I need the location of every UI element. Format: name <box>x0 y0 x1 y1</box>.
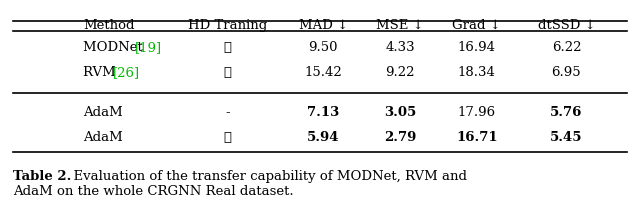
Text: dtSSD ↓: dtSSD ↓ <box>538 19 595 32</box>
Text: MODNet: MODNet <box>83 41 147 54</box>
Text: [19]: [19] <box>135 41 162 54</box>
Text: 4.33: 4.33 <box>385 41 415 54</box>
Text: Table 2.: Table 2. <box>13 170 71 183</box>
Text: 18.34: 18.34 <box>458 66 496 79</box>
Text: Method: Method <box>83 19 134 32</box>
Text: 5.76: 5.76 <box>550 106 582 119</box>
Text: [26]: [26] <box>113 66 140 79</box>
Text: 6.22: 6.22 <box>552 41 581 54</box>
Text: ✓: ✓ <box>223 66 231 79</box>
Text: ✓: ✓ <box>223 41 231 54</box>
Text: -: - <box>225 106 230 119</box>
Text: RVM: RVM <box>83 66 120 79</box>
Text: 9.22: 9.22 <box>385 66 415 79</box>
Text: AdaM: AdaM <box>83 131 123 144</box>
Text: Evaluation of the transfer capability of MODNet, RVM and: Evaluation of the transfer capability of… <box>65 170 467 183</box>
Text: 15.42: 15.42 <box>305 66 342 79</box>
Text: 9.50: 9.50 <box>308 41 338 54</box>
Text: HD Traning: HD Traning <box>188 19 267 32</box>
Text: 6.95: 6.95 <box>552 66 581 79</box>
Text: 3.05: 3.05 <box>384 106 416 119</box>
Text: 2.79: 2.79 <box>384 131 416 144</box>
Text: ✓: ✓ <box>223 131 231 144</box>
Text: Grad ↓: Grad ↓ <box>452 19 501 32</box>
Text: 16.94: 16.94 <box>458 41 496 54</box>
Text: 5.45: 5.45 <box>550 131 582 144</box>
Text: 5.94: 5.94 <box>307 131 339 144</box>
Text: AdaM on the whole CRGNN Real dataset.: AdaM on the whole CRGNN Real dataset. <box>13 184 293 198</box>
Text: MSE ↓: MSE ↓ <box>376 19 424 32</box>
Text: 7.13: 7.13 <box>307 106 339 119</box>
Text: AdaM: AdaM <box>83 106 123 119</box>
Text: 16.71: 16.71 <box>456 131 498 144</box>
Text: MAD ↓: MAD ↓ <box>299 19 348 32</box>
Text: 17.96: 17.96 <box>458 106 496 119</box>
